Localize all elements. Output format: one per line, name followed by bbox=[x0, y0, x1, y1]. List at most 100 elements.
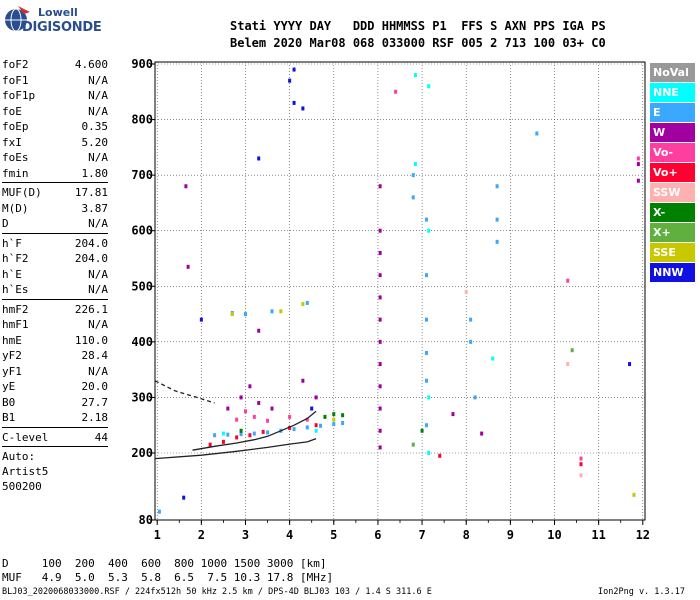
data-point-nnw bbox=[182, 495, 186, 500]
data-point-vo- bbox=[235, 417, 239, 422]
parameter-label: h`F2 bbox=[2, 252, 29, 265]
data-point-e bbox=[495, 184, 499, 189]
data-point-nne bbox=[427, 84, 431, 89]
parameter-value: 1.80 bbox=[81, 166, 109, 180]
data-point-e bbox=[305, 425, 309, 430]
y-tick-label: 400 bbox=[131, 335, 153, 349]
data-point-e bbox=[332, 422, 336, 427]
data-point-nnw bbox=[310, 406, 314, 411]
data-point-e bbox=[270, 309, 274, 314]
data-point-nne bbox=[221, 431, 225, 436]
data-point-e bbox=[226, 432, 230, 437]
data-point-w bbox=[257, 328, 261, 333]
parameter-row-fxi: fxI 5.20 bbox=[2, 135, 108, 151]
parameter-value: 110.0 bbox=[74, 333, 108, 347]
parameter-row-b1: B1 2.18 bbox=[2, 410, 108, 426]
parameter-value: N/A bbox=[88, 267, 108, 281]
parameter-value: N/A bbox=[88, 283, 108, 296]
trace-profile bbox=[154, 437, 317, 460]
y-tick-label: 600 bbox=[131, 224, 153, 238]
x-tick-label: 12 bbox=[636, 528, 650, 542]
data-point-w bbox=[378, 362, 382, 367]
divider bbox=[2, 298, 108, 300]
x-tick-label: 6 bbox=[374, 528, 381, 542]
parameter-value: 0.35 bbox=[81, 120, 109, 133]
data-point-w bbox=[378, 428, 382, 433]
data-point-w bbox=[378, 295, 382, 300]
y-tick-label: 800 bbox=[131, 113, 153, 127]
lowell-logo: Lowell DIGISONDE bbox=[0, 0, 102, 50]
data-point-ssw bbox=[464, 289, 468, 294]
data-point-sse bbox=[279, 309, 283, 314]
divider bbox=[2, 232, 108, 234]
data-point-vo- bbox=[243, 409, 247, 414]
header-values: Belem 2020 Mar08 068 033000 RSF 005 2 71… bbox=[230, 36, 606, 50]
parameter-label: h`E bbox=[2, 267, 22, 281]
parameter-label: MUF(D) bbox=[2, 186, 42, 199]
data-point-e bbox=[424, 273, 428, 278]
parameter-label: h`Es bbox=[2, 283, 29, 296]
data-point-w bbox=[257, 400, 261, 405]
data-point-ssw bbox=[566, 362, 570, 367]
parameter-label: yF1 bbox=[2, 364, 22, 378]
data-point-w bbox=[248, 384, 252, 389]
data-point-w bbox=[378, 273, 382, 278]
parameter-label: foF1p bbox=[2, 89, 36, 102]
parameter-label: foEs bbox=[2, 151, 29, 164]
data-point-e bbox=[424, 217, 428, 222]
data-point-e bbox=[424, 317, 428, 322]
parameter-label: hmE bbox=[2, 333, 22, 347]
data-point-vo- bbox=[252, 414, 256, 419]
parameter-group-1: foF2 4.600 foF1 N/A foF1p N/A foE N/A foEp 0.35 fx… bbox=[2, 57, 108, 181]
x-tick-label: 11 bbox=[591, 528, 605, 542]
x-tick-label: 5 bbox=[330, 528, 337, 542]
x-tick-label: 2 bbox=[198, 528, 205, 542]
data-point-nnw bbox=[288, 78, 292, 83]
auto-label: Auto: bbox=[2, 450, 36, 463]
parameter-row-ye: yE 20.0 bbox=[2, 379, 108, 395]
parameter-value: N/A bbox=[88, 89, 108, 102]
data-point-vo- bbox=[261, 429, 265, 434]
parameter-value: 28.4 bbox=[81, 349, 109, 362]
parameter-row-fof2: foF2 4.600 bbox=[2, 57, 108, 73]
data-point-e bbox=[424, 423, 428, 428]
parameter-row-mufd: MUF(D) 17.81 bbox=[2, 185, 108, 201]
data-point-vo- bbox=[579, 456, 583, 461]
header-labels: Stati YYYY DAY DDD HHMMSS P1 FFS S AXN P… bbox=[230, 19, 606, 33]
legend-item-nne: NNE bbox=[650, 83, 695, 102]
logo-line1: Lowell bbox=[38, 6, 78, 19]
parameter-value: 17.81 bbox=[74, 186, 108, 199]
data-point-e bbox=[411, 173, 415, 178]
data-point-w bbox=[480, 431, 484, 436]
data-point-e bbox=[411, 195, 415, 200]
data-point-w bbox=[226, 406, 230, 411]
parameter-value: N/A bbox=[88, 104, 108, 118]
parameter-label: fmin bbox=[2, 166, 29, 180]
data-point-w bbox=[378, 317, 382, 322]
data-point-nnw bbox=[292, 100, 296, 105]
data-point-w bbox=[184, 184, 188, 189]
legend-item-ssw: SSW bbox=[650, 183, 695, 202]
parameter-value: 5.20 bbox=[81, 135, 109, 149]
divider bbox=[2, 182, 108, 183]
parameter-row-fof1: foF1 N/A bbox=[2, 73, 108, 89]
plot-frame bbox=[154, 61, 646, 521]
parameter-value: N/A bbox=[88, 151, 108, 164]
parameter-group-4: hmF2 226.1 hmF1 N/A hmE 110.0 yF2 28.4 yF1 N/A yE 2… bbox=[2, 302, 108, 426]
data-point-x- bbox=[570, 348, 574, 353]
parameter-value: N/A bbox=[88, 73, 108, 87]
y-tick-label: 700 bbox=[131, 168, 153, 182]
parameter-row-hf2: h`F2 204.0 bbox=[2, 251, 108, 267]
parameter-row-md: M(D) 3.87 bbox=[2, 201, 108, 217]
data-point-vo- bbox=[579, 462, 583, 467]
data-point-vo- bbox=[208, 442, 212, 447]
parameter-row-foes: foEs N/A bbox=[2, 150, 108, 166]
data-point-vo- bbox=[438, 453, 442, 458]
data-point-w bbox=[314, 395, 318, 400]
muf-value-row: MUF 4.9 5.0 5.3 5.8 6.5 7.5 10.3 17.8 [M… bbox=[2, 571, 334, 584]
footer-file-info: BLJ03_2020068033000.RSF / 224fx512h 50 k… bbox=[2, 587, 432, 597]
data-point-e bbox=[473, 395, 477, 400]
data-point-w bbox=[378, 228, 382, 233]
data-point-w bbox=[378, 445, 382, 450]
y-tick-label: 500 bbox=[131, 279, 153, 293]
